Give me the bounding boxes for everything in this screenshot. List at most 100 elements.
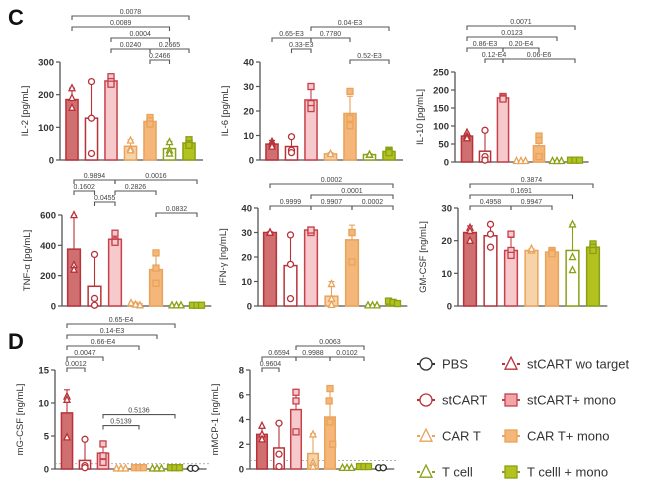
p-value-label: 0.14-E3 xyxy=(100,328,125,335)
significance-bracket xyxy=(71,15,190,20)
p-value-label: 0.52-E3 xyxy=(357,53,382,60)
p-value-label: 0.0832 xyxy=(166,206,188,213)
panel-letter-d: D xyxy=(8,329,24,354)
data-point xyxy=(90,301,99,309)
chart-0: 0 100 200 300 IL-2 [pg/mL] 0.0078 0.0089 0.0004… xyxy=(20,9,204,167)
p-value-label: 0.9999 xyxy=(280,199,302,206)
data-point xyxy=(507,251,515,260)
data-point xyxy=(326,148,335,158)
chart-6: 0 5 10 15 mG-CSF [ng/mL] 0.65-E4 0.14-E3 0.66-E… xyxy=(15,317,211,476)
p-value-label: 0.0001 xyxy=(341,188,363,195)
data-point xyxy=(462,133,472,142)
bar xyxy=(304,99,318,161)
data-point xyxy=(165,137,174,146)
significance-bracket xyxy=(469,183,594,188)
p-value-label: 0.0240 xyxy=(120,42,142,49)
significance-bracket xyxy=(114,179,198,184)
data-point xyxy=(99,452,107,460)
significance-bracket xyxy=(466,36,558,41)
legend-item: stCART xyxy=(417,393,487,408)
data-point xyxy=(465,225,475,235)
y-tick-label: 6 xyxy=(239,390,244,401)
significance-bracket xyxy=(71,26,171,31)
data-point xyxy=(146,120,154,128)
data-point xyxy=(481,126,489,134)
significance-bracket xyxy=(102,425,140,430)
y-tick-label: 20 xyxy=(241,253,252,264)
y-tick-label: 30 xyxy=(243,82,254,93)
data-point xyxy=(67,83,77,92)
bar xyxy=(585,246,601,307)
data-point xyxy=(308,461,318,470)
y-tick-label: 30 xyxy=(441,204,452,215)
legend-item: stCART+ mono xyxy=(502,393,616,408)
p-value-label: 0.0002 xyxy=(321,177,343,184)
significance-bracket xyxy=(66,367,86,372)
significance-bracket xyxy=(510,205,553,210)
data-point xyxy=(148,463,157,472)
data-point xyxy=(326,384,334,393)
p-value-label: 0.9907 xyxy=(321,199,343,206)
data-point xyxy=(286,294,295,303)
y-tick-label: 0 xyxy=(44,465,49,476)
bar xyxy=(60,412,74,470)
data-point xyxy=(267,141,277,150)
legend-marker xyxy=(418,463,434,478)
legend-label: CAR T+ mono xyxy=(527,429,610,444)
y-tick-label: 600 xyxy=(40,211,56,222)
data-point xyxy=(265,227,275,236)
p-value-label: 0.06-E6 xyxy=(527,52,552,59)
legend-marker xyxy=(419,393,433,407)
p-value-label: 0.3874 xyxy=(521,177,543,184)
p-value-label: 0.0004 xyxy=(130,31,152,38)
data-point xyxy=(90,294,99,303)
p-value-label: 0.2665 xyxy=(159,42,181,49)
data-point xyxy=(346,87,354,96)
data-point xyxy=(557,156,566,165)
significance-bracket xyxy=(290,48,312,53)
significance-bracket xyxy=(351,205,394,210)
y-axis-label: IL-2 [pg/mL] xyxy=(20,86,31,137)
data-point xyxy=(286,231,295,239)
significance-bracket xyxy=(102,414,176,419)
legend-label: stCART+ mono xyxy=(527,393,616,408)
data-point xyxy=(507,230,515,238)
data-point xyxy=(81,464,89,472)
panel-letter-c: C xyxy=(8,5,24,30)
data-point xyxy=(126,298,136,307)
data-point xyxy=(365,149,374,158)
significance-bracket xyxy=(310,205,353,210)
bar xyxy=(107,238,123,307)
data-point xyxy=(67,102,77,111)
data-point xyxy=(152,264,160,272)
legend-label: T cell xyxy=(442,465,473,480)
data-point xyxy=(172,300,181,309)
data-point xyxy=(568,265,577,274)
bar xyxy=(289,408,303,470)
data-point xyxy=(516,156,526,165)
y-tick-label: 200 xyxy=(38,90,54,101)
data-point xyxy=(486,230,495,238)
bar xyxy=(544,251,560,307)
bar xyxy=(262,231,278,307)
p-value-label: 0.0016 xyxy=(145,173,167,180)
significance-bracket xyxy=(66,345,140,350)
data-point xyxy=(363,300,373,309)
bar xyxy=(344,239,360,307)
significance-bracket xyxy=(502,58,576,63)
data-point xyxy=(385,148,393,157)
data-point xyxy=(152,279,160,287)
significance-bracket xyxy=(73,190,96,195)
y-tick-label: 0 xyxy=(247,302,252,313)
y-tick-label: 0 xyxy=(444,158,449,169)
significance-bracket xyxy=(469,194,574,199)
data-point xyxy=(486,220,495,228)
legend-label: stCART xyxy=(442,393,487,408)
y-tick-label: 40 xyxy=(241,204,252,215)
p-value-label: 0.5139 xyxy=(110,419,132,426)
significance-bracket xyxy=(66,323,176,328)
significance-bracket xyxy=(502,47,540,52)
p-value-label: 0.0012 xyxy=(65,361,87,368)
